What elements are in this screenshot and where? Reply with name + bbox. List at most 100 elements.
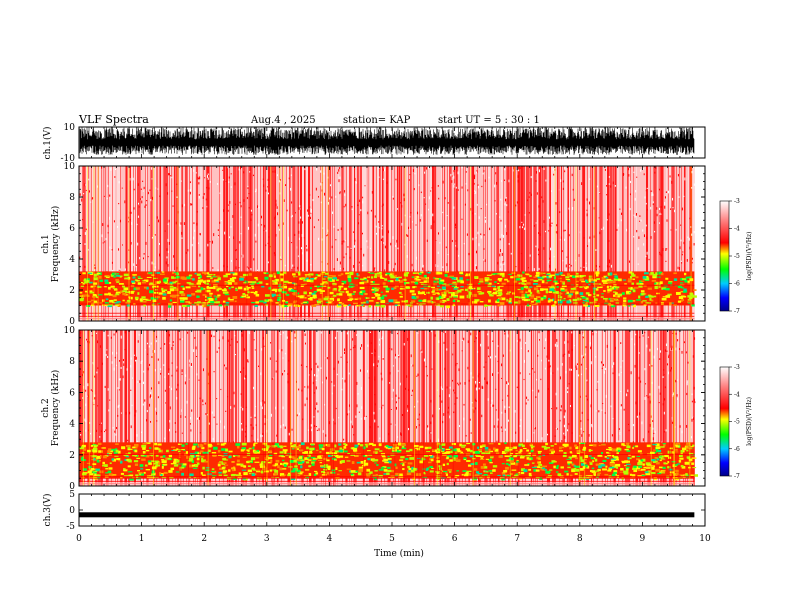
spectrogram-speckle xyxy=(163,364,165,366)
spectrogram-band-cell xyxy=(575,291,579,295)
spectrogram-band-cell xyxy=(619,471,624,473)
spectrogram-column xyxy=(158,330,159,486)
spectrogram-band-cell xyxy=(680,294,685,297)
spectrogram-band-cell xyxy=(657,472,662,475)
spectrogram-speckle xyxy=(149,395,151,399)
spectrogram-band-cell xyxy=(448,283,453,285)
spectrogram-band-cell xyxy=(187,459,193,462)
spectrogram-speckle xyxy=(382,178,384,180)
spectrogram-band-cell xyxy=(326,471,330,475)
spectrogram-speckle xyxy=(504,204,506,206)
spectrogram-band-cell xyxy=(581,296,587,299)
spectrogram-band-cell xyxy=(517,473,521,476)
spectrogram-band-cell xyxy=(202,466,205,470)
spectrogram-speckle xyxy=(234,249,236,252)
spectrogram-speckle xyxy=(304,386,306,388)
spectrogram-speckle xyxy=(538,389,540,393)
spectrogram-band-cell xyxy=(681,447,687,451)
spectrogram-speckle xyxy=(228,181,230,183)
spectrogram-speckle xyxy=(579,231,581,234)
spectrogram-band-cell xyxy=(548,462,554,464)
spectrogram-band-cell xyxy=(524,293,527,296)
spectrogram-speckle xyxy=(260,402,262,405)
spectrogram-band-cell xyxy=(382,466,387,469)
spectrogram-speckle xyxy=(537,232,539,234)
spectrogram-band-cell xyxy=(264,470,269,473)
spectrogram-column xyxy=(382,330,383,486)
spectrogram-speckle xyxy=(388,433,390,436)
spectrogram-band-cell xyxy=(319,292,323,294)
spectrogram-band-cell xyxy=(535,299,540,303)
spectrogram-column xyxy=(410,330,411,486)
spectrogram-column xyxy=(239,330,241,486)
spectrogram-band-cell xyxy=(455,291,460,293)
spectrogram-speckle xyxy=(412,389,414,392)
spectrogram-column xyxy=(366,330,368,486)
spectrogram-band-cell xyxy=(570,290,575,293)
spectrogram-band-cell xyxy=(319,465,324,467)
spectrogram-band-cell xyxy=(675,445,680,448)
spectrogram-band-cell xyxy=(169,285,174,288)
spectrogram-speckle xyxy=(83,183,85,187)
spectrogram-speckle xyxy=(407,337,409,341)
spectrogram-column xyxy=(495,166,496,321)
spectrogram-speckle xyxy=(576,363,578,366)
spectrogram-speckle xyxy=(111,361,113,364)
spectrogram-column xyxy=(243,330,244,486)
spectrogram-speckle xyxy=(90,432,92,435)
spectrogram-band-cell xyxy=(653,449,656,451)
spectrogram-band-cell xyxy=(323,282,327,285)
spectrogram-band-cell xyxy=(299,295,304,299)
spectrogram-band-cell xyxy=(567,463,570,466)
spectrogram-speckle xyxy=(158,381,160,385)
spectrogram-speckle xyxy=(111,248,113,252)
spectrogram-speckle xyxy=(632,424,634,427)
spectrogram-speckle xyxy=(472,237,474,241)
spectrogram-band-cell xyxy=(385,290,389,293)
spectrogram-band-cell xyxy=(93,302,99,305)
spectrogram-band-cell xyxy=(546,279,550,282)
spectrogram-band-cell xyxy=(371,296,376,299)
spectrogram-speckle xyxy=(660,212,662,214)
spectrogram-band-cell xyxy=(453,294,459,298)
spectrogram-speckle xyxy=(560,409,562,412)
spectrogram-speckle xyxy=(417,400,419,403)
spectrogram-speckle xyxy=(543,167,545,170)
spectrogram-speckle xyxy=(378,226,380,229)
spectrogram-band-cell xyxy=(372,474,378,477)
spectrogram-column xyxy=(147,330,148,486)
spectrogram-speckle xyxy=(683,341,685,344)
spectrogram-speckle xyxy=(446,348,448,351)
spectrogram-speckle xyxy=(664,196,666,199)
spectrogram-column xyxy=(603,166,605,321)
spectrogram-speckle xyxy=(410,354,412,358)
spectrogram-speckle xyxy=(238,168,240,171)
spectrogram-speckle xyxy=(106,349,108,351)
spectrogram-speckle xyxy=(291,201,293,204)
spectrogram-band-cell xyxy=(161,460,167,464)
spectrogram-speckle xyxy=(691,393,693,396)
spectrogram-speckle xyxy=(85,429,87,432)
spectrogram-band-cell xyxy=(384,278,388,281)
spectrogram-band-cell xyxy=(338,304,342,306)
spectrogram-speckle xyxy=(164,376,166,378)
spectrogram-speckle xyxy=(478,216,480,219)
spectrogram-column xyxy=(569,330,571,486)
spectrogram-band-cell xyxy=(540,297,544,301)
spectrogram-band-cell xyxy=(441,296,446,299)
spectrogram-band-cell xyxy=(452,459,457,461)
spectrogram-speckle xyxy=(437,265,439,267)
spectrogram-band-cell xyxy=(530,300,534,303)
spectrogram-band-cell xyxy=(121,446,126,450)
spectrogram-speckle xyxy=(189,423,191,425)
spectrogram-column xyxy=(234,166,236,321)
spectrogram-band-cell xyxy=(497,289,503,292)
spectrogram-band-cell xyxy=(376,274,381,277)
spectrogram-speckle xyxy=(455,245,457,247)
spectrogram-speckle xyxy=(340,356,342,358)
spectrogram-band-cell xyxy=(211,451,217,454)
spectrogram-speckle xyxy=(475,400,477,403)
spectrogram-speckle xyxy=(307,209,309,212)
spectrogram-speckle xyxy=(117,225,119,228)
spectrogram-speckle xyxy=(351,208,353,211)
